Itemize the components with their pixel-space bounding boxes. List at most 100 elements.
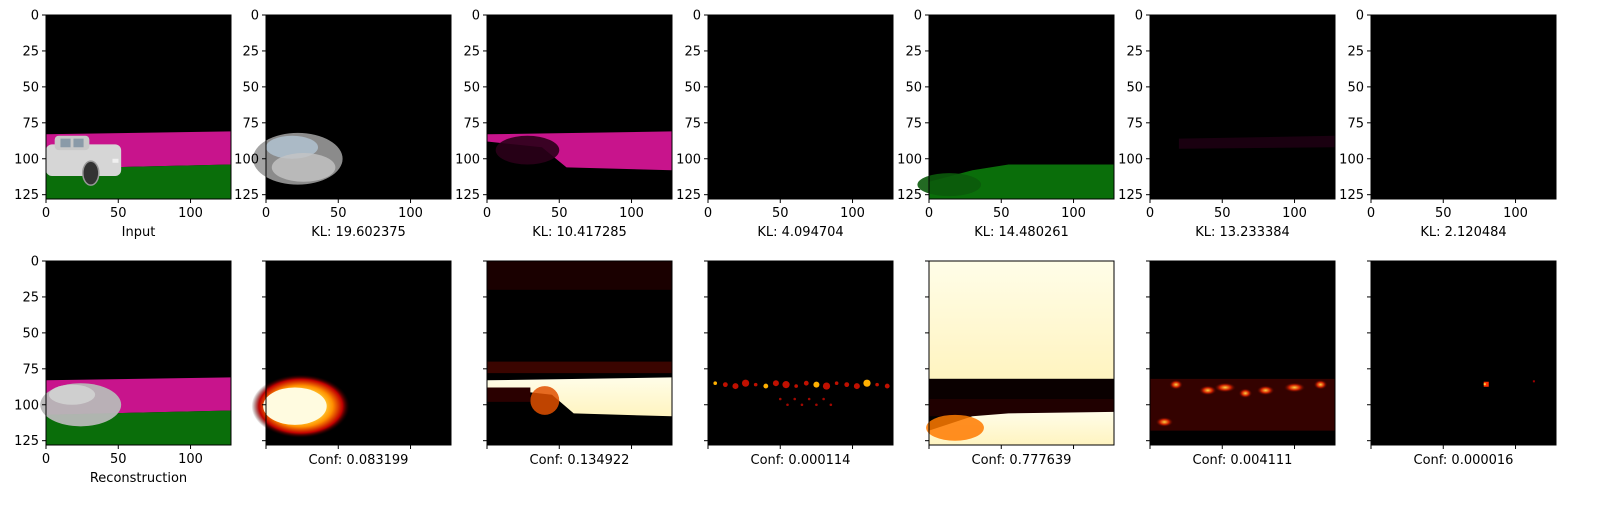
heat-speck	[822, 397, 825, 401]
image-background	[1150, 15, 1335, 199]
y-tick-label: 75	[905, 116, 922, 131]
y-tick-label: 125	[234, 188, 259, 203]
y-tick-label: 50	[22, 80, 39, 95]
x-tick-label: 100	[178, 206, 203, 221]
panel-frame	[486, 14, 673, 200]
y-tick-label: 25	[684, 44, 701, 59]
car-body	[46, 144, 122, 176]
panel-label: Conf: 0.134922	[530, 453, 630, 468]
x-tick-label: 0	[1367, 206, 1375, 221]
heat-speck	[807, 397, 811, 401]
x-tick-label: 100	[178, 452, 203, 467]
panel-label: KL: 19.602375	[311, 225, 406, 240]
heat-speck	[794, 384, 798, 388]
y-tick-label: 0	[472, 9, 480, 24]
y-tick-label: 100	[676, 152, 701, 167]
shadow-blur	[495, 135, 560, 165]
y-tick-label: 125	[676, 188, 701, 203]
image-background	[708, 15, 893, 199]
panel-label: Conf: 0.000114	[751, 453, 851, 468]
x-tick-label: 50	[330, 206, 347, 221]
panel-bottom-1: Conf: 0.083199	[251, 260, 452, 468]
panel-frame	[1370, 14, 1557, 200]
panel-frame	[265, 14, 452, 200]
panel-label: Conf: 0.004111	[1193, 453, 1293, 468]
panel-top-3: 0 50 100 0 25 50 75 100 125 KL: 4.094704	[676, 9, 894, 240]
heat-region	[929, 261, 1114, 379]
x-tick-label: 0	[262, 206, 270, 221]
image-background	[1371, 261, 1556, 445]
heat-spot	[1155, 417, 1174, 427]
heat-dark	[929, 399, 1114, 417]
car-wheel	[82, 160, 100, 186]
x-tick-label: 50	[1214, 206, 1231, 221]
y-tick-label: 0	[693, 9, 701, 24]
panel-label: KL: 2.120484	[1420, 225, 1506, 240]
y-tick-label: 0	[1135, 9, 1143, 24]
heat-speck	[884, 383, 890, 389]
y-tick-label: 50	[1347, 80, 1364, 95]
heat-speck	[772, 380, 779, 387]
heat-region	[487, 377, 672, 417]
heat-speck	[786, 403, 789, 407]
x-tick-label: 0	[42, 206, 50, 221]
heat-core	[263, 387, 327, 425]
car-window	[73, 138, 84, 148]
y-tick-label: 0	[31, 9, 39, 24]
y-tick-label: 25	[1126, 44, 1143, 59]
panel-frame	[707, 14, 894, 200]
x-tick-label: 100	[619, 206, 644, 221]
heat-spot	[1198, 385, 1217, 396]
heat-speck	[722, 382, 728, 388]
panel-frame	[1370, 260, 1557, 446]
panel-label: Conf: 0.083199	[309, 453, 409, 468]
heat-speck	[713, 381, 718, 385]
panel-top-0: 0 50 100 0 25 50 75 100 125 Input	[14, 9, 232, 240]
x-tick-label: 50	[110, 452, 127, 467]
y-tick-label: 125	[14, 434, 39, 449]
y-tick-label: 50	[684, 80, 701, 95]
faint-region	[1178, 135, 1335, 149]
car-roof	[54, 135, 90, 151]
heat-spot	[1313, 379, 1328, 390]
heat-dark	[487, 387, 531, 402]
panel-frame	[1149, 260, 1336, 446]
panel-top-5: 0 50 100 0 25 50 75 100 125 KL: 13.233384	[1118, 9, 1336, 240]
heat-speck	[753, 382, 758, 387]
heat-speck	[853, 383, 860, 390]
y-tick-label: 75	[463, 116, 480, 131]
heat-speck	[732, 383, 739, 390]
y-tick-label: 75	[1347, 116, 1364, 131]
panel-label: Reconstruction	[90, 471, 187, 486]
x-tick-label: 50	[110, 206, 127, 221]
heat-edge	[530, 386, 560, 415]
y-tick-label: 25	[22, 44, 39, 59]
panel-label: Input	[122, 225, 156, 240]
heat-speck	[834, 381, 839, 385]
y-tick-label: 75	[22, 362, 39, 377]
heat-haze	[487, 361, 672, 374]
y-tick-label: 125	[1339, 188, 1364, 203]
heat-speck	[844, 382, 850, 388]
panel-label: Conf: 0.000016	[1414, 453, 1514, 468]
y-tick-label: 75	[22, 116, 39, 131]
x-tick-label: 100	[1282, 206, 1307, 221]
heat-speck	[782, 381, 790, 389]
heat-dot	[1483, 383, 1486, 386]
car-blur	[266, 135, 319, 159]
y-tick-label: 125	[897, 188, 922, 203]
y-tick-label: 50	[1126, 80, 1143, 95]
heat-spot	[1169, 379, 1184, 390]
heat-speck	[763, 383, 769, 389]
car-light	[112, 158, 119, 163]
y-tick-label: 0	[251, 9, 259, 24]
heat-speck	[822, 382, 831, 390]
heat-spot	[1283, 382, 1306, 393]
panel-label: Conf: 0.777639	[972, 453, 1072, 468]
panel-label: KL: 4.094704	[757, 225, 843, 240]
panel-frame	[707, 260, 894, 446]
y-tick-label: 25	[463, 44, 480, 59]
x-tick-label: 100	[1503, 206, 1528, 221]
heat-speck	[813, 381, 820, 388]
panel-bottom-0: 0 50 100 0 25 50 75 100 125 Reconstruction	[14, 255, 232, 486]
